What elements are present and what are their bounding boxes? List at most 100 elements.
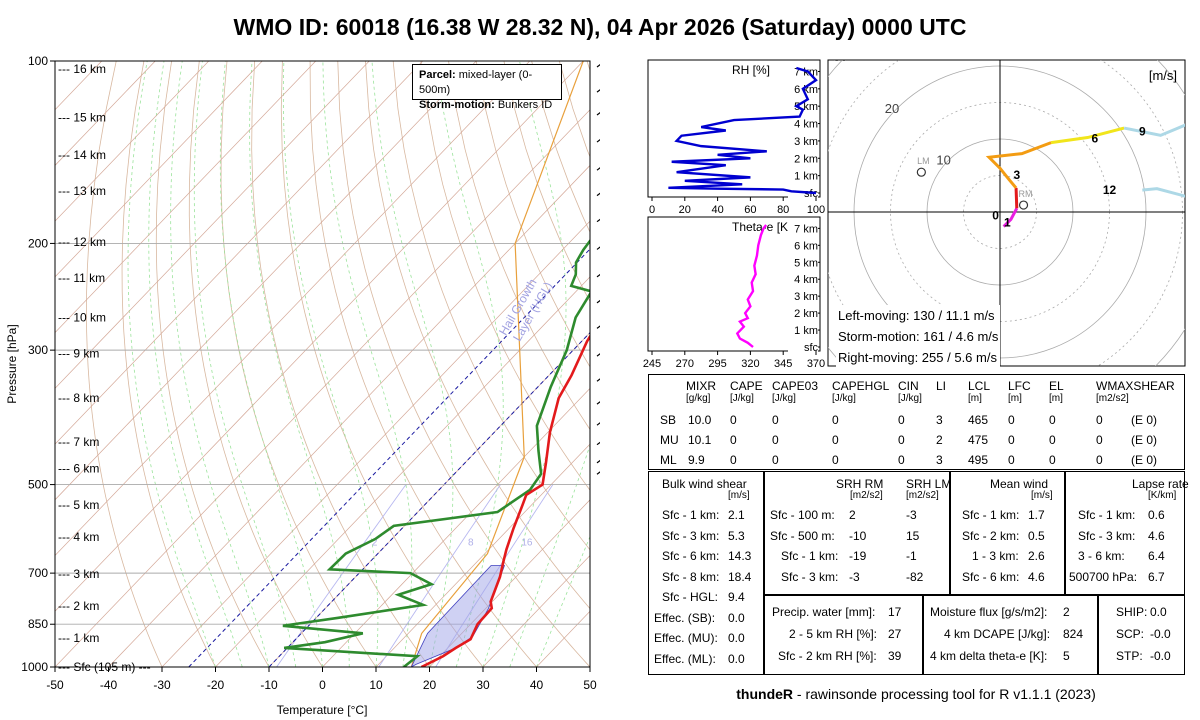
indices-header: CIN <box>898 379 919 393</box>
storm-motion-marker <box>1018 200 1029 210</box>
storm-motion-label: LM <box>917 156 930 166</box>
indices-unit: [J/kg] <box>730 393 754 404</box>
isotherm <box>215 276 590 667</box>
flux-box <box>923 595 1098 675</box>
p-tick-label: 700 <box>28 566 48 580</box>
srh-box <box>764 471 950 595</box>
dewpoint-line <box>282 238 590 667</box>
rh-ytick-bg <box>788 115 818 130</box>
thetae-ytick-bg <box>788 271 818 286</box>
thetae-xtick-label: 295 <box>708 358 726 370</box>
thetae-ytick-label: 6 km <box>794 240 818 252</box>
lapse-label: Sfc - 3 km: <box>1078 528 1136 543</box>
srh-rm-value: -10 <box>849 528 867 543</box>
thetae-ytick-bg <box>788 339 818 353</box>
wind-barb <box>596 167 600 171</box>
rh-xtick-label: 20 <box>679 204 691 216</box>
thetae-ytick-bg <box>788 220 818 235</box>
indices-header: MIXR <box>686 379 716 393</box>
indices-header: EL <box>1049 379 1064 393</box>
footer-brand: thundeR <box>736 686 794 702</box>
wind-barb <box>596 325 600 329</box>
height-label: --- 3 km <box>58 567 99 581</box>
indices-cell: 0 <box>1008 433 1015 447</box>
bulk-shear-value: 2.1 <box>728 508 745 522</box>
dry-adiabat <box>475 61 590 368</box>
bulk-shear-value: 0.0 <box>728 631 745 645</box>
thetae-title: Theta-e [K] <box>732 220 791 234</box>
thetae-ytick-label: 3 km <box>794 291 818 303</box>
rh-ytick-bg <box>788 150 818 165</box>
bulk-shear-box <box>648 471 764 675</box>
rh-ytick-label: 4 km <box>794 119 818 131</box>
srh-rm-value: -19 <box>849 549 867 563</box>
p-tick-label: 500 <box>28 478 48 492</box>
indices-unit: [m2/s2] <box>1096 393 1129 404</box>
lapse-value: 6.7 <box>1148 569 1165 584</box>
height-label: --- 10 km <box>58 310 106 324</box>
thetae-ytick-bg <box>788 305 818 320</box>
parcel-line <box>410 61 584 667</box>
srh-lm-title: SRH LM <box>906 477 952 491</box>
height-label: --- 8 km <box>58 391 99 405</box>
moisture-value: 17 <box>888 605 902 619</box>
thetae-ytick-label: 2 km <box>794 308 818 320</box>
page-title: WMO ID: 60018 (16.38 W 28.32 N), 04 Apr … <box>233 14 967 40</box>
indices-cell: 0 <box>730 413 737 427</box>
height-label: --- 6 km <box>58 461 99 475</box>
indices-table <box>648 374 1185 470</box>
thetae-xtick-label: 370 <box>807 358 825 370</box>
mean-wind-value: 1.7 <box>1028 508 1045 522</box>
indices-unit: [m] <box>968 393 982 404</box>
storm-motion-label: RM <box>1019 189 1033 199</box>
bulk-shear-value: 5.3 <box>728 528 745 543</box>
lapse-rate-box <box>1065 471 1185 595</box>
mean-wind-label: Sfc - 1 km: <box>962 508 1020 522</box>
p-tick-label: 850 <box>28 617 48 631</box>
indices-cell: 0 <box>772 413 779 427</box>
bulk-shear-label: Sfc - 8 km: <box>662 569 720 584</box>
bulk-shear-unit: [m/s] <box>728 490 750 501</box>
hodograph-km-label: 1 <box>1004 216 1011 230</box>
thetae-xtick-label: 345 <box>774 358 792 370</box>
isotherm <box>322 387 590 667</box>
height-label: --- 16 km <box>58 62 106 76</box>
srh-rm-value: 2 <box>849 508 856 522</box>
indices-cell: 2 <box>936 433 943 447</box>
hgl-isotherm <box>188 248 590 667</box>
rh-ytick-label: 6 km <box>794 84 818 96</box>
srh-unit: [m2/s2] <box>850 490 883 501</box>
isotherm <box>161 220 590 667</box>
srh-lm-value: -1 <box>906 549 917 563</box>
dry-adiabat <box>420 61 590 491</box>
lapse-title: Lapse rate <box>1132 477 1189 491</box>
rh-xtick-label: 40 <box>711 204 723 216</box>
mean-wind-value: 4.6 <box>1028 569 1045 584</box>
wind-barb <box>596 273 600 278</box>
rh-xtick-label: 0 <box>649 204 655 216</box>
p-tick-label: 300 <box>28 343 48 357</box>
bulk-shear-title: Bulk wind shear <box>662 477 747 491</box>
indices-unit: [m] <box>1008 393 1022 404</box>
hodograph-segment <box>1002 207 1019 228</box>
indices-cell: 3 <box>936 413 943 427</box>
indices-cell: 0 <box>1049 453 1056 467</box>
indices-cell: 10.0 <box>688 413 712 427</box>
indices-cell: (E 0) <box>1131 453 1158 467</box>
hodograph-segment <box>1123 123 1185 198</box>
indices-cell: 0 <box>832 433 839 447</box>
parcel-value: mixed-layer (0-500m) <box>419 69 533 96</box>
bulk-shear-label: Sfc - 1 km: <box>662 508 720 522</box>
bulk-shear-label: Effec. (MU): <box>654 631 718 645</box>
height-label: --- 5 km <box>58 498 99 512</box>
lapse-label: Sfc - 1 km: <box>1078 508 1136 522</box>
indices-row-label: MU <box>660 433 679 447</box>
left-moving-text: Left-moving: 130 / 11.1 m/s <box>838 308 995 323</box>
wind-barb <box>596 218 600 223</box>
rh-ytick-bg <box>788 98 818 113</box>
indices-cell: 0 <box>772 433 779 447</box>
wind-barb <box>596 299 600 304</box>
srh-label: Sfc - 1 km: <box>781 549 839 563</box>
moisture-label: 2 - 5 km RH [%]: <box>789 627 878 641</box>
